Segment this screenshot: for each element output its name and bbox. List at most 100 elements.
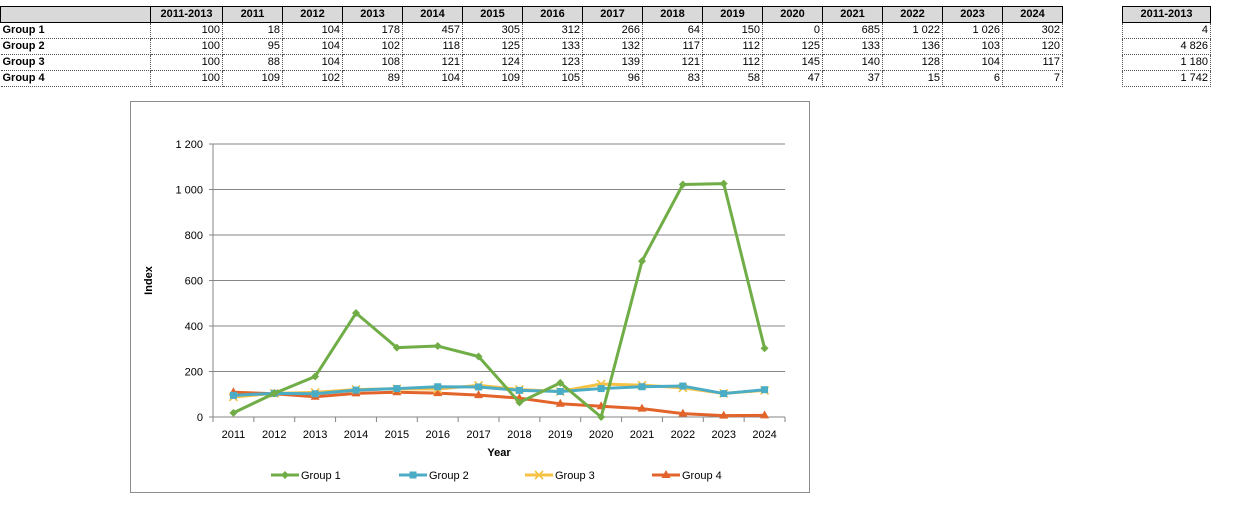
table-cell: 83 [642, 70, 703, 87]
table-cell: 95 [222, 38, 283, 55]
table-cell: 305 [462, 22, 523, 39]
data-point [760, 344, 769, 353]
table-cell: 118 [402, 38, 463, 55]
table-cell: 100 [150, 38, 223, 55]
legend-item: Group 3 [525, 470, 595, 482]
data-point [597, 385, 605, 393]
table-cell: 125 [762, 38, 823, 55]
data-point [474, 390, 484, 399]
row-label: Group 2 [0, 38, 151, 55]
data-point [393, 385, 401, 393]
table-cell: 140 [822, 54, 883, 71]
table-cell: 150 [702, 22, 763, 39]
data-point [555, 398, 565, 407]
table-cell: 1 022 [882, 22, 943, 39]
legend-marker [534, 470, 544, 480]
data-point [720, 390, 728, 398]
side-table-row: 1 180 [1122, 54, 1211, 71]
legend-item: Group 2 [399, 470, 469, 482]
y-tick-label: 200 [185, 367, 203, 379]
table-cell: 64 [642, 22, 703, 39]
table-cell: 302 [1002, 22, 1063, 39]
line-chart: 0 200 400 600 800 1 000 1 200 2011 2012 2013 2014 2… [143, 139, 786, 482]
header-cell: 2015 [462, 6, 523, 23]
data-point [719, 410, 729, 419]
x-axis-title: Year [487, 447, 511, 459]
data-point [270, 389, 279, 398]
header-cell: 2011 [222, 6, 283, 23]
table-cell: 108 [342, 54, 403, 71]
table-cell: 133 [822, 38, 883, 55]
x-tick-label: 2011 [222, 429, 246, 441]
table-cell: 121 [402, 54, 463, 71]
side-table-cell: 4 [1122, 22, 1211, 39]
series-group-2 [229, 382, 769, 399]
data-point [433, 342, 442, 351]
table-cell: 133 [522, 38, 583, 55]
header-cell: 2022 [882, 6, 943, 23]
row-label: Group 3 [0, 54, 151, 71]
header-cell: 2024 [1002, 6, 1063, 23]
x-tick-label: 2016 [425, 429, 449, 441]
table-row: Group 2 100 95 104 102 118 125 133 132 117 112 125 1… [0, 38, 1063, 55]
table-cell: 37 [822, 70, 883, 87]
side-table-row: 1 742 [1122, 70, 1211, 87]
x-tick-label: 2020 [589, 429, 613, 441]
data-point [352, 309, 360, 318]
legend-marker [661, 470, 671, 478]
series-line [233, 384, 765, 397]
x-tick-label: 2012 [262, 429, 286, 441]
table-cell: 96 [582, 70, 643, 87]
data-point [515, 386, 523, 394]
side-table-cell: 1 180 [1122, 54, 1211, 71]
table-cell: 100 [150, 54, 223, 71]
data-point [311, 372, 320, 381]
data-point [352, 386, 360, 394]
y-tick-label: 600 [185, 276, 203, 288]
header-cell: 2014 [402, 6, 463, 23]
table-cell: 58 [702, 70, 763, 87]
header-cell: 2018 [642, 6, 703, 23]
table-cell: 312 [522, 22, 583, 39]
x-tick-label: 2024 [752, 429, 776, 441]
table-cell: 104 [282, 22, 343, 39]
y-axis-title: Index [143, 265, 155, 295]
table-cell: 102 [342, 38, 403, 55]
table-cell: 7 [1002, 70, 1063, 87]
data-point [760, 410, 770, 419]
table-cell: 457 [402, 22, 463, 39]
table-cell: 0 [762, 22, 823, 39]
table-cell: 112 [702, 54, 763, 71]
row-label: Group 1 [0, 22, 151, 39]
data-point [474, 352, 483, 361]
y-tick-label: 400 [185, 321, 203, 333]
table-cell: 47 [762, 70, 823, 87]
x-tick-label: 2013 [303, 429, 327, 441]
legend-label: Group 4 [682, 470, 722, 482]
data-point [392, 343, 401, 352]
data-point [556, 388, 564, 396]
table-cell: 18 [222, 22, 283, 39]
data-point [556, 378, 565, 387]
y-tick-label: 1 000 [175, 185, 203, 197]
table-cell: 100 [150, 22, 223, 39]
y-tick-label: 1 200 [175, 139, 203, 151]
x-tick-label: 2023 [711, 429, 735, 441]
x-tick-label: 2017 [466, 429, 490, 441]
table-cell: 104 [402, 70, 463, 87]
table-cell: 105 [522, 70, 583, 87]
series-line [232, 182, 767, 419]
legend-label: Group 2 [429, 470, 469, 482]
table-cell: 104 [282, 54, 343, 71]
table-cell: 104 [942, 54, 1003, 71]
header-cell: 2017 [582, 6, 643, 23]
table-cell: 132 [582, 38, 643, 55]
data-point [637, 403, 647, 412]
data-point [597, 413, 606, 421]
table-cell: 145 [762, 54, 823, 71]
table-cell: 6 [942, 70, 1003, 87]
data-point [515, 398, 524, 407]
x-tick-label: 2018 [507, 429, 531, 441]
series-group-1 [229, 179, 769, 421]
